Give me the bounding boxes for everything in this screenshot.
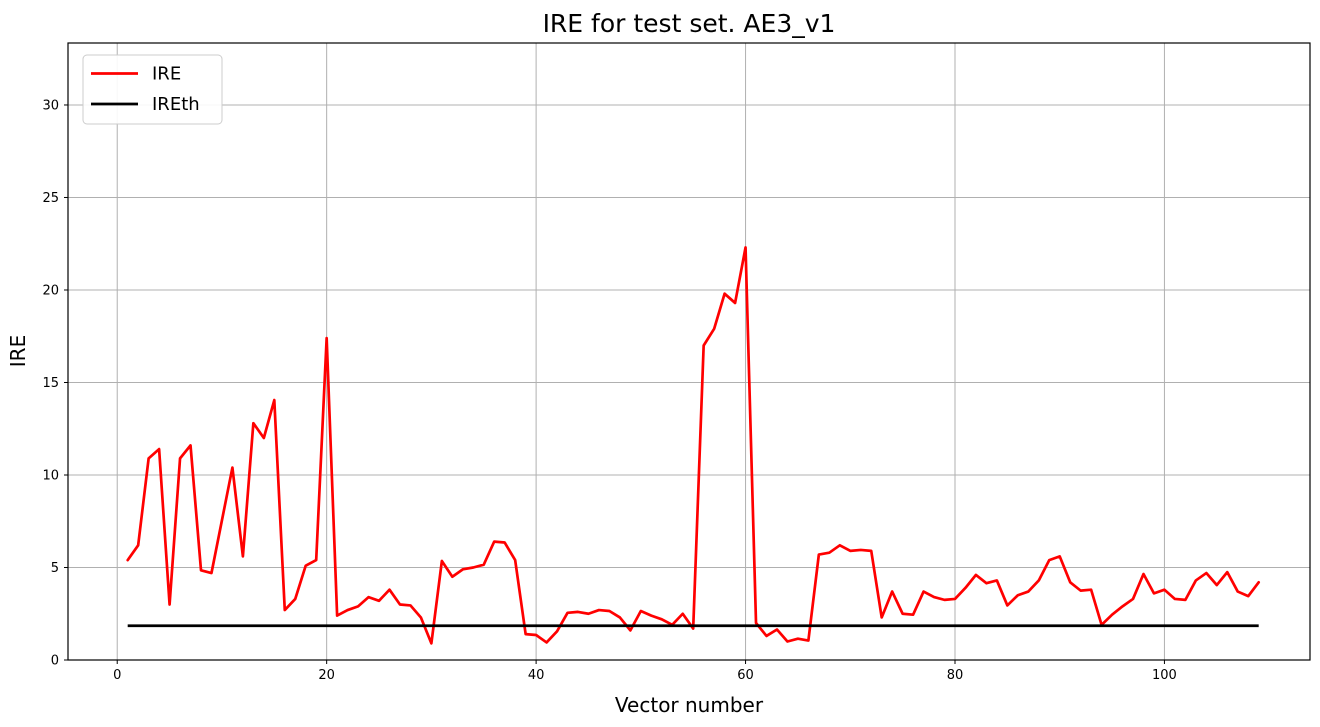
legend: IRE IREth (82, 54, 223, 125)
plot-border (67, 42, 1311, 661)
legend-label-ireth: IREth (152, 94, 200, 115)
x-tick-label: 40 (528, 668, 545, 683)
y-tick-label: 30 (42, 98, 59, 113)
chart-title: IRE for test set. AE3_v1 (543, 9, 836, 38)
x-tick-label: 100 (1152, 668, 1177, 683)
y-tick-label: 10 (42, 468, 59, 483)
x-tick-label: 0 (113, 668, 121, 683)
x-tick-label: 60 (737, 668, 754, 683)
y-tick-label: 0 (51, 654, 59, 669)
x-axis-label: Vector number (615, 693, 764, 717)
x-tick-label: 20 (318, 668, 335, 683)
ire-series-line (126, 246, 1261, 645)
y-tick-label: 25 (42, 191, 59, 206)
legend-label-ire: IRE (152, 64, 181, 85)
plot-area: 0 20 40 60 80 100 0 5 10 15 20 25 30 (42, 43, 1310, 683)
x-tick-label: 80 (947, 668, 964, 683)
y-axis-label: IRE (6, 335, 30, 367)
y-tick-label: 20 (42, 283, 59, 298)
y-tick-label: 5 (51, 561, 59, 576)
y-tick-label: 15 (42, 376, 59, 391)
